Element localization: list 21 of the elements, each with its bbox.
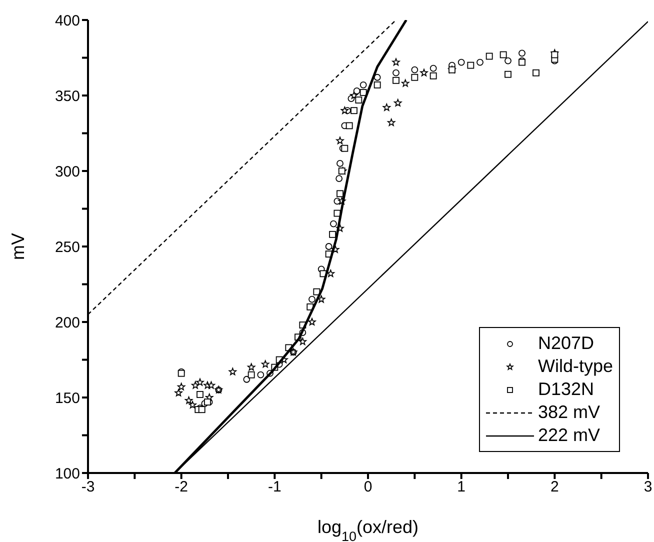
legend-label: 382 mV [538, 402, 600, 423]
x-tick-label: 2 [550, 478, 559, 496]
y-axis-title: mV [8, 233, 28, 260]
x-tick-label: 0 [364, 478, 372, 496]
x-tick-label: -3 [81, 478, 95, 496]
y-tick-label: 200 [54, 314, 80, 332]
x-tick-label: -2 [174, 478, 188, 496]
x-tick-label: 3 [644, 478, 652, 496]
x-tick-label: -1 [268, 478, 282, 496]
x-tick-label: 1 [457, 478, 466, 496]
y-tick-label: 350 [54, 88, 80, 105]
x-axis-title: log$_{10}$(ox/red) [317, 517, 419, 542]
legend-label: D132N [538, 379, 594, 400]
y-tick-label: 100 [54, 465, 80, 482]
y-tick-label: 400 [54, 12, 80, 30]
y-tick-label: 250 [54, 238, 80, 256]
legend-label: Wild-type [538, 356, 613, 377]
y-tick-label: 300 [54, 163, 80, 180]
legend-label: 222 mV [538, 425, 600, 446]
legend-label: N207D [538, 333, 594, 354]
y-tick-label: 150 [54, 390, 80, 407]
